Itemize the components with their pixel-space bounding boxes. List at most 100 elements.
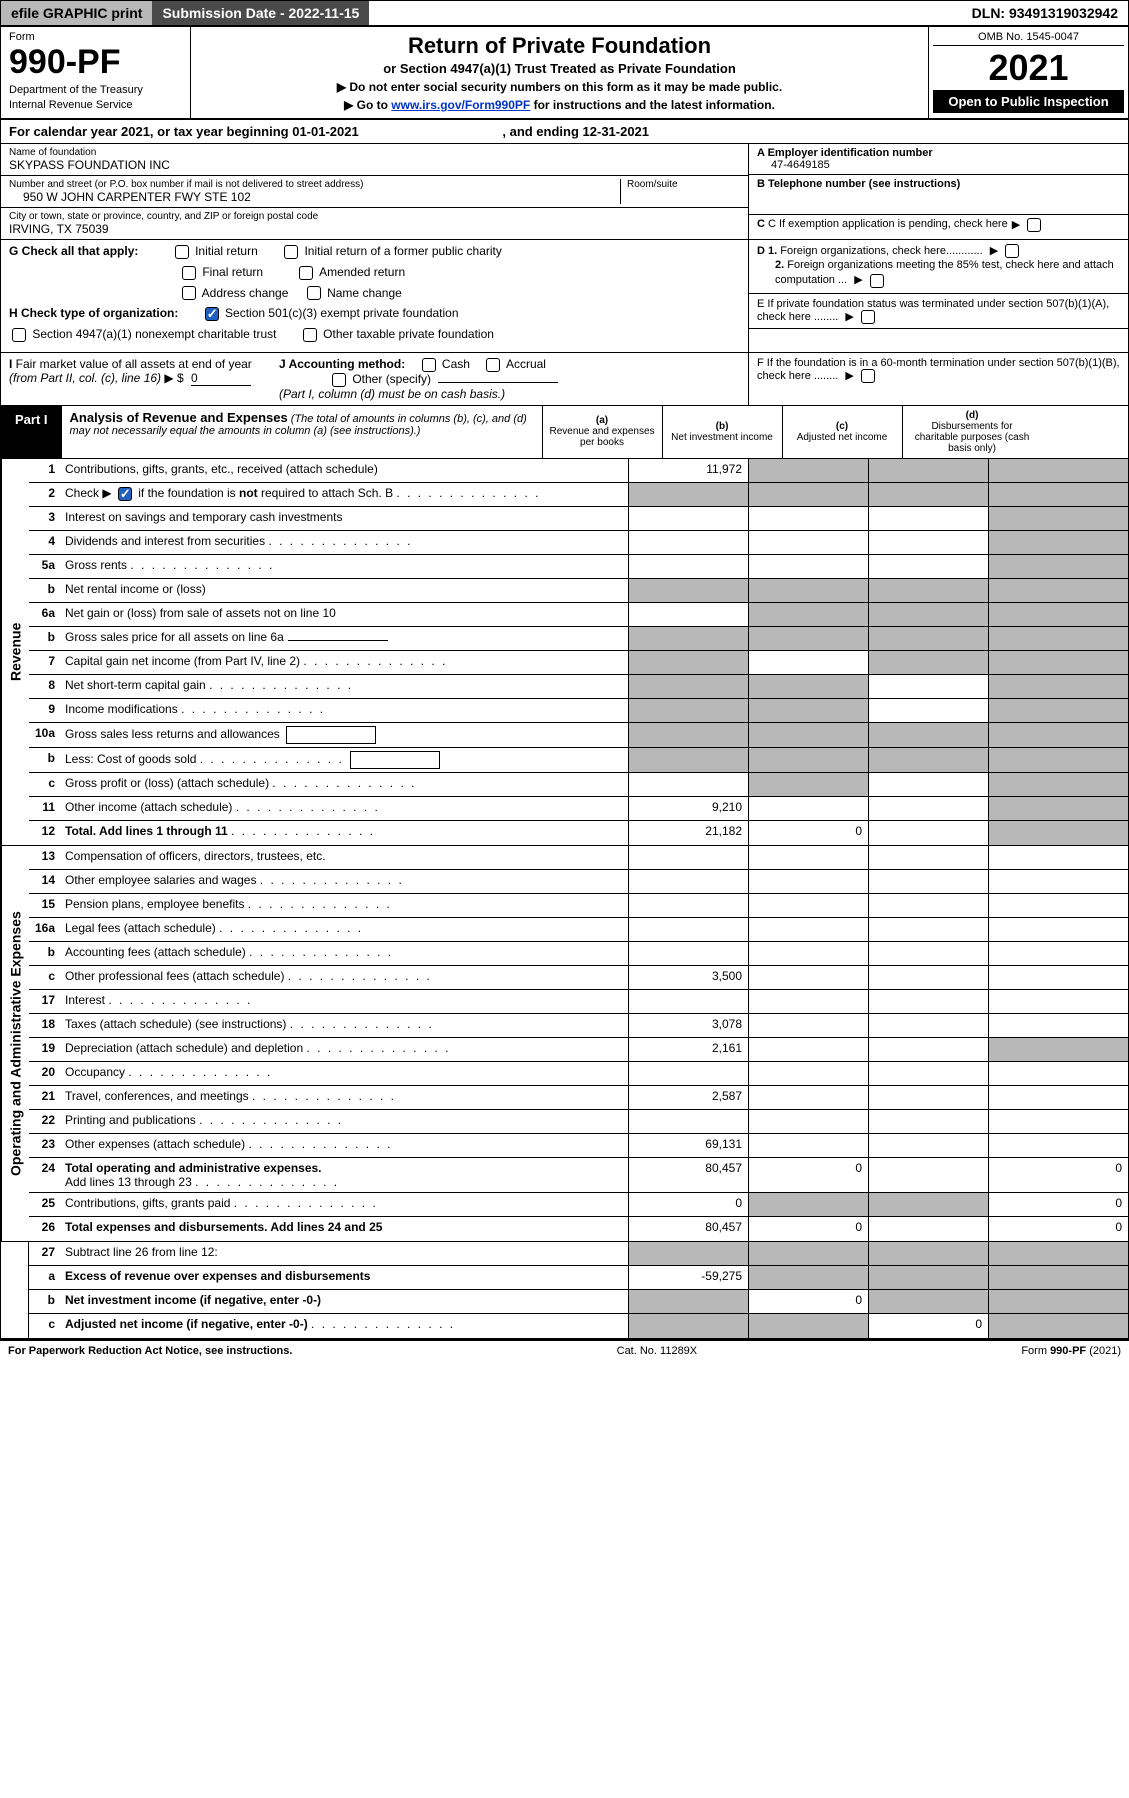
- foundation-name: SKYPASS FOUNDATION INC: [9, 158, 740, 172]
- ghij-block: G Check all that apply: Initial return I…: [1, 240, 1128, 353]
- col-a-header: (a) Revenue and expenses per books: [542, 406, 662, 458]
- line-12-a: 21,182: [628, 821, 748, 845]
- line-13-desc: Compensation of officers, directors, tru…: [61, 846, 628, 869]
- form-note-2: ▶ Go to www.irs.gov/Form990PF for instru…: [197, 98, 922, 112]
- line-24-d: 0: [988, 1158, 1128, 1192]
- line-24-a: 80,457: [628, 1158, 748, 1192]
- f-checkbox[interactable]: [861, 369, 875, 383]
- calendar-year-row: For calendar year 2021, or tax year begi…: [1, 120, 1128, 144]
- g-final-return-checkbox[interactable]: [182, 266, 196, 280]
- line-27b-desc: Net investment income (if negative, ente…: [61, 1290, 628, 1313]
- omb-number: OMB No. 1545-0047: [933, 31, 1124, 46]
- line-25-a: 0: [628, 1193, 748, 1216]
- line-1-a: 11,972: [628, 459, 748, 482]
- g-address-checkbox[interactable]: [182, 286, 196, 300]
- line-10c-desc: Gross profit or (loss) (attach schedule): [61, 773, 628, 796]
- c-checkbox[interactable]: [1027, 218, 1041, 232]
- f-label: F If the foundation is in a 60-month ter…: [757, 357, 1120, 382]
- expenses-section: Operating and Administrative Expenses 13…: [1, 846, 1128, 1242]
- g-initial-former-checkbox[interactable]: [284, 245, 298, 259]
- g-name-checkbox[interactable]: [307, 286, 321, 300]
- part1-title: Analysis of Revenue and Expenses: [70, 410, 288, 425]
- open-to-public: Open to Public Inspection: [933, 90, 1124, 113]
- city-value: IRVING, TX 75039: [9, 222, 740, 236]
- h-4947-checkbox[interactable]: [12, 328, 26, 342]
- name-label: Name of foundation: [9, 147, 740, 158]
- line-14-desc: Other employee salaries and wages: [61, 870, 628, 893]
- line-21-a: 2,587: [628, 1086, 748, 1109]
- line-5a-desc: Gross rents: [61, 555, 628, 578]
- j-other-checkbox[interactable]: [332, 373, 346, 387]
- address-value: 950 W JOHN CARPENTER FWY STE 102: [9, 190, 620, 204]
- line-27-desc: Subtract line 26 from line 12:: [61, 1242, 628, 1265]
- line-25-d: 0: [988, 1193, 1128, 1216]
- line-26-d: 0: [988, 1217, 1128, 1241]
- d1-checkbox[interactable]: [1005, 244, 1019, 258]
- footer-left: For Paperwork Reduction Act Notice, see …: [8, 1345, 292, 1357]
- d2-label: 2. Foreign organizations meeting the 85%…: [757, 258, 1120, 289]
- form-note-1: ▶ Do not enter social security numbers o…: [197, 80, 922, 94]
- line-12-b: 0: [748, 821, 868, 845]
- line-16b-desc: Accounting fees (attach schedule): [61, 942, 628, 965]
- top-bar: efile GRAPHIC print Submission Date - 20…: [1, 1, 1128, 27]
- irs-link[interactable]: www.irs.gov/Form990PF: [391, 98, 530, 112]
- j-accrual-checkbox[interactable]: [486, 358, 500, 372]
- line-15-desc: Pension plans, employee benefits: [61, 894, 628, 917]
- identity-block: Name of foundation SKYPASS FOUNDATION IN…: [1, 144, 1128, 240]
- e-checkbox[interactable]: [861, 310, 875, 324]
- line-27c-desc: Adjusted net income (if negative, enter …: [61, 1314, 628, 1338]
- line-16a-desc: Legal fees (attach schedule): [61, 918, 628, 941]
- j-cash-checkbox[interactable]: [422, 358, 436, 372]
- expenses-label: Operating and Administrative Expenses: [1, 846, 29, 1241]
- dln-number: DLN: 93491319032942: [962, 1, 1128, 25]
- city-label: City or town, state or province, country…: [9, 211, 740, 222]
- part1-header: Part I Analysis of Revenue and Expenses …: [1, 406, 1128, 459]
- g-label: G Check all that apply:: [9, 244, 138, 258]
- form-title: Return of Private Foundation: [197, 33, 922, 59]
- line-27a-a: -59,275: [628, 1266, 748, 1289]
- line-6b-desc: Gross sales price for all assets on line…: [61, 627, 628, 650]
- department-line2: Internal Revenue Service: [9, 99, 182, 112]
- h-label: H Check type of organization:: [9, 306, 178, 320]
- line-16c-a: 3,500: [628, 966, 748, 989]
- j-label: J Accounting method:: [279, 357, 405, 371]
- line-2-checkbox[interactable]: [118, 487, 132, 501]
- line-10b-desc: Less: Cost of goods sold: [61, 748, 628, 772]
- form-label: Form: [9, 31, 182, 43]
- line-20-desc: Occupancy: [61, 1062, 628, 1085]
- address-label: Number and street (or P.O. box number if…: [9, 179, 620, 190]
- col-b-header: (b) Net investment income: [662, 406, 782, 458]
- phone-label: B Telephone number (see instructions): [757, 178, 960, 190]
- h-other-taxable-checkbox[interactable]: [303, 328, 317, 342]
- g-initial-return-checkbox[interactable]: [175, 245, 189, 259]
- submission-date: Submission Date - 2022-11-15: [152, 1, 369, 25]
- line-10a-desc: Gross sales less returns and allowances: [61, 723, 628, 747]
- form-number: 990-PF: [9, 43, 182, 82]
- col-c-header: (c) Adjusted net income: [782, 406, 902, 458]
- ein-label: A Employer identification number: [757, 147, 933, 159]
- line-3-desc: Interest on savings and temporary cash i…: [61, 507, 628, 530]
- line-17-desc: Interest: [61, 990, 628, 1013]
- g-amended-checkbox[interactable]: [299, 266, 313, 280]
- e-label: E If private foundation status was termi…: [757, 298, 1109, 323]
- line-4-desc: Dividends and interest from securities: [61, 531, 628, 554]
- line-27a-desc: Excess of revenue over expenses and disb…: [61, 1266, 628, 1289]
- line-27c-c: 0: [868, 1314, 988, 1338]
- line-26-desc: Total expenses and disbursements. Add li…: [61, 1217, 628, 1241]
- line-7-desc: Capital gain net income (from Part IV, l…: [61, 651, 628, 674]
- department-line1: Department of the Treasury: [9, 84, 182, 97]
- line-6a-desc: Net gain or (loss) from sale of assets n…: [61, 603, 628, 626]
- line-27b-b: 0: [748, 1290, 868, 1313]
- line-5b-desc: Net rental income or (loss): [61, 579, 628, 602]
- line-18-a: 3,078: [628, 1014, 748, 1037]
- line-23-desc: Other expenses (attach schedule): [61, 1134, 628, 1157]
- footer-mid: Cat. No. 11289X: [617, 1345, 698, 1357]
- line-11-a: 9,210: [628, 797, 748, 820]
- line-19-a: 2,161: [628, 1038, 748, 1061]
- footer-right: Form 990-PF (2021): [1021, 1345, 1121, 1357]
- h-501c3-checkbox[interactable]: [205, 307, 219, 321]
- line-26-a: 80,457: [628, 1217, 748, 1241]
- d2-checkbox[interactable]: [870, 274, 884, 288]
- i-value: 0: [191, 371, 251, 386]
- line-2-desc: Check ▶ if the foundation is not require…: [61, 483, 628, 506]
